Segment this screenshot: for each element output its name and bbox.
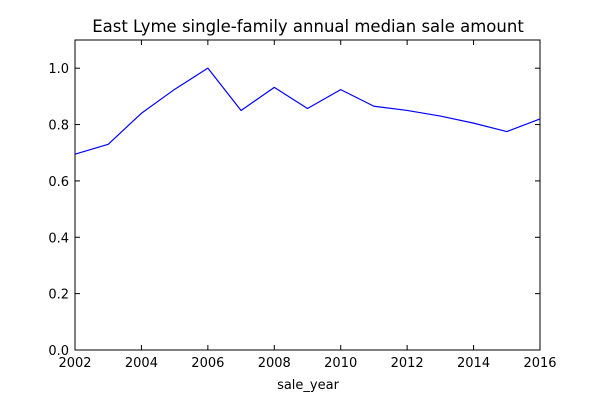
chart-title: East Lyme single-family annual median sa…: [92, 17, 524, 36]
plot-area: 2002 2004 2006 2008 2010 2012 2014 2016 0.0 0.2 0.…: [48, 39, 557, 371]
y-tick-label: 0.6: [48, 175, 69, 190]
x-tick-label: 2006: [191, 356, 224, 371]
y-tick-label: 0.2: [48, 288, 69, 303]
x-axis-title: sale_year: [277, 378, 340, 393]
y-tick-label: 0.8: [48, 119, 69, 134]
x-tick-label: 2008: [258, 356, 291, 371]
x-tick-label: 2014: [457, 356, 490, 371]
x-tick-label: 2016: [523, 356, 556, 371]
y-tick-label: 1.0: [48, 62, 69, 77]
x-tick-label: 2010: [324, 356, 357, 371]
x-tick-label: 2004: [125, 356, 158, 371]
y-tick-label: 0.0: [48, 344, 69, 359]
series-line-0: [74, 67, 541, 155]
y-tick-label: 0.4: [48, 231, 69, 246]
axes-frame: [74, 39, 541, 351]
x-tick-label: 2002: [58, 356, 91, 371]
x-tick-label: 2012: [391, 356, 424, 371]
